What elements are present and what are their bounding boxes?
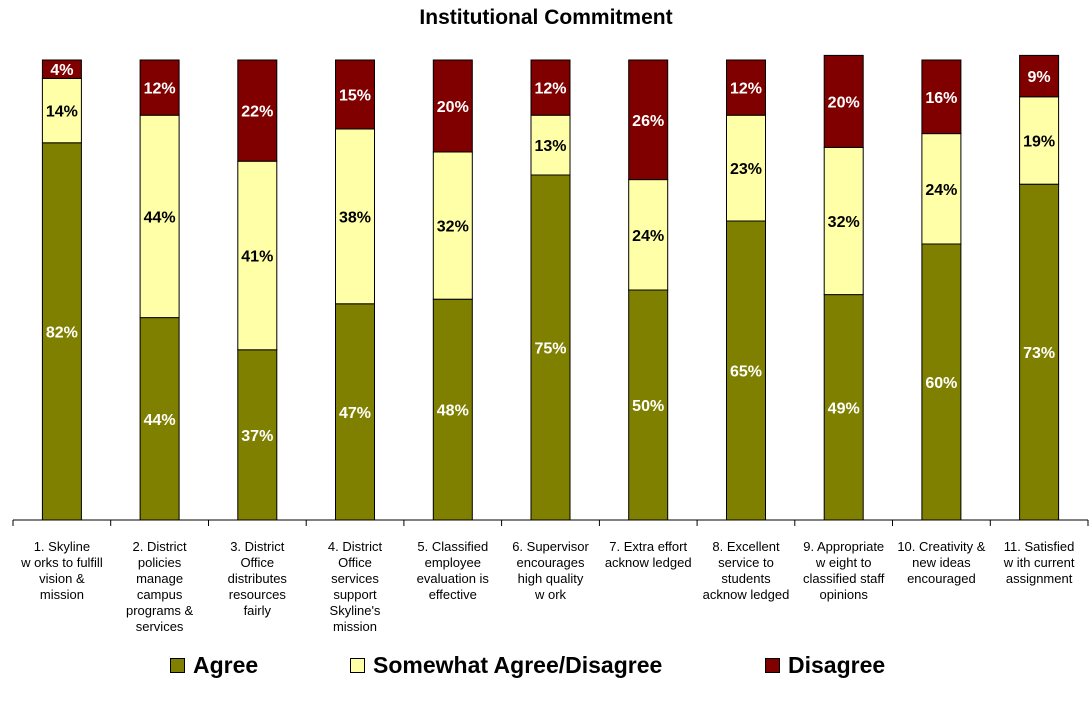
legend-label-somewhat: Somewhat Agree/Disagree — [373, 652, 663, 678]
data-label-agree-8: 65% — [730, 364, 762, 381]
data-label-disagree-11: 9% — [1028, 69, 1051, 86]
data-label-agree-10: 60% — [925, 375, 957, 392]
x-tick-label-1: 1. Skyline w orks to fulfill vision & missi… — [20, 539, 103, 602]
x-tick-label-8: 8. Excellent service to students acknow led… — [703, 539, 790, 602]
data-label-disagree-5: 20% — [437, 99, 469, 116]
legend-swatch-disagree — [765, 658, 780, 673]
data-label-agree-1: 82% — [46, 324, 78, 341]
bar-disagree-8 — [726, 59, 766, 116]
legend-label-disagree: Disagree — [788, 652, 886, 678]
data-label-agree-11: 73% — [1023, 345, 1055, 362]
bar-disagree-7 — [628, 59, 669, 181]
x-tick-label-7: 7. Extra effort acknow ledged — [605, 539, 692, 570]
data-label-agree-2: 44% — [144, 412, 176, 429]
data-label-agree-3: 37% — [241, 428, 273, 445]
data-label-agree-7: 50% — [632, 398, 664, 415]
data-label-disagree-10: 16% — [925, 90, 957, 107]
bar-somewhat-5 — [432, 151, 473, 300]
x-tick-label-3: 3. District Office distributes resources fai… — [228, 539, 288, 618]
x-tick-label-4: 4. District Office services support Skyline'… — [328, 539, 383, 634]
data-label-somewhat-1: 14% — [46, 104, 78, 121]
bar-disagree-4 — [335, 59, 375, 130]
data-label-disagree-4: 15% — [339, 88, 371, 105]
x-tick-label-10: 10. Creativity & new ideas encouraged — [897, 539, 985, 586]
bar-agree-8 — [726, 220, 766, 521]
legend-swatch-somewhat — [350, 658, 365, 673]
data-label-agree-6: 75% — [534, 341, 566, 358]
x-tick-label-2: 2. District policies manage campus programs … — [126, 539, 194, 634]
data-label-somewhat-5: 32% — [437, 219, 469, 236]
legend-swatch-agree — [170, 658, 185, 673]
data-label-somewhat-10: 24% — [925, 182, 957, 199]
data-label-agree-4: 47% — [339, 405, 371, 422]
legend: Agree Somewhat Agree/Disagree Disagree — [0, 652, 1092, 692]
data-label-somewhat-8: 23% — [730, 161, 762, 178]
data-label-somewhat-11: 19% — [1023, 134, 1055, 151]
legend-item-somewhat: Somewhat Agree/Disagree — [350, 652, 662, 679]
data-label-disagree-2: 12% — [144, 81, 176, 98]
data-label-somewhat-4: 38% — [339, 209, 371, 226]
data-label-disagree-9: 20% — [828, 94, 860, 111]
x-tick-label-11: 11. Satisfied w ith current assignment — [1003, 539, 1075, 586]
legend-item-disagree: Disagree — [765, 652, 885, 679]
bar-agree-6 — [530, 174, 571, 521]
bar-somewhat-7 — [628, 179, 669, 291]
data-label-disagree-3: 22% — [241, 104, 273, 121]
data-label-somewhat-2: 44% — [144, 209, 176, 226]
data-label-disagree-8: 12% — [730, 81, 762, 98]
bar-disagree-10 — [921, 59, 962, 135]
x-tick-label-6: 6. Supervisor encourages high quality w ork — [512, 539, 589, 602]
x-tick-label-9: 9. Appropriate w eight to classified staff… — [803, 539, 885, 602]
bar-agree-4 — [335, 303, 375, 521]
data-label-agree-5: 48% — [437, 403, 469, 420]
data-label-disagree-6: 12% — [534, 81, 566, 98]
bar-agree-10 — [921, 243, 962, 521]
bar-somewhat-3 — [237, 160, 278, 351]
bar-agree-9 — [823, 294, 864, 521]
bar-disagree-9 — [823, 54, 864, 148]
stacked-bar-chart: 82% 14% 4% 1. Skyline w orks to fulfill visio… — [12, 54, 1089, 634]
bar-disagree-1 — [41, 59, 82, 79]
chart-title: Institutional Commitment — [419, 6, 673, 29]
data-label-somewhat-6: 13% — [534, 138, 566, 155]
bar-somewhat-4 — [335, 128, 375, 305]
bar-somewhat-1 — [41, 77, 82, 144]
bar-disagree-2 — [139, 59, 180, 116]
bar-disagree-11 — [1019, 54, 1060, 98]
bar-disagree-6 — [530, 59, 571, 116]
bar-agree-11 — [1019, 183, 1060, 521]
bar-disagree-3 — [237, 59, 278, 162]
data-label-agree-9: 49% — [828, 400, 860, 417]
data-label-disagree-1: 4% — [50, 62, 73, 79]
data-label-somewhat-9: 32% — [828, 214, 860, 231]
bar-somewhat-2 — [139, 114, 180, 319]
bar-disagree-5 — [432, 59, 473, 153]
bar-agree-1 — [41, 142, 82, 521]
bar-somewhat-10 — [921, 133, 962, 245]
bar-agree-7 — [628, 289, 669, 521]
bar-somewhat-6 — [530, 114, 571, 176]
legend-label-agree: Agree — [193, 652, 259, 678]
data-label-somewhat-7: 24% — [632, 228, 664, 245]
data-label-somewhat-3: 41% — [241, 249, 273, 266]
bar-somewhat-8 — [726, 114, 766, 222]
x-tick-label-5: 5. Classified employee evaluation is effect… — [417, 539, 490, 602]
legend-item-agree: Agree — [170, 652, 258, 679]
bar-somewhat-9 — [823, 146, 864, 296]
data-label-disagree-7: 26% — [632, 113, 664, 130]
